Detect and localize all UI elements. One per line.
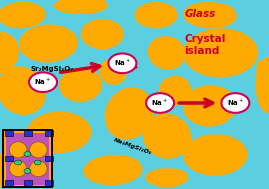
Text: Na$^+$: Na$^+$ [227,98,244,108]
Ellipse shape [152,38,185,66]
Ellipse shape [86,20,123,46]
FancyBboxPatch shape [45,130,53,136]
Ellipse shape [91,156,140,183]
FancyBboxPatch shape [45,180,53,186]
Ellipse shape [35,113,90,149]
Circle shape [24,169,31,174]
Ellipse shape [19,25,78,62]
Ellipse shape [191,136,246,172]
FancyBboxPatch shape [24,180,32,186]
Text: Na₂MgSi₂O₆: Na₂MgSi₂O₆ [113,137,153,156]
Ellipse shape [256,57,269,113]
Ellipse shape [27,112,91,153]
FancyBboxPatch shape [5,130,13,136]
Ellipse shape [143,113,191,159]
Ellipse shape [0,155,14,183]
Ellipse shape [59,68,102,102]
Circle shape [221,93,249,113]
Ellipse shape [0,34,18,69]
FancyBboxPatch shape [5,156,13,161]
FancyBboxPatch shape [5,180,13,186]
Circle shape [146,93,174,113]
Ellipse shape [111,89,152,134]
Ellipse shape [30,161,47,177]
Circle shape [15,160,22,165]
Ellipse shape [0,32,19,74]
Ellipse shape [193,30,256,73]
Ellipse shape [83,155,143,185]
Ellipse shape [100,59,126,85]
Ellipse shape [0,2,46,28]
Ellipse shape [134,2,178,28]
Ellipse shape [256,60,269,107]
Text: Glass: Glass [184,9,215,19]
Ellipse shape [102,60,126,82]
Text: Sr₂MgSi₂O₇: Sr₂MgSi₂O₇ [31,66,74,72]
Ellipse shape [183,2,237,28]
Text: Na$^+$: Na$^+$ [151,98,169,108]
Ellipse shape [183,28,258,77]
Ellipse shape [145,168,188,187]
Ellipse shape [148,36,186,70]
Ellipse shape [9,142,27,158]
Text: Crystal
island: Crystal island [184,34,226,56]
Text: Na$^+$: Na$^+$ [34,77,52,87]
FancyBboxPatch shape [24,130,32,136]
Ellipse shape [4,3,44,26]
Circle shape [29,72,57,92]
Ellipse shape [151,169,187,186]
Ellipse shape [81,19,124,49]
Ellipse shape [190,87,235,122]
Ellipse shape [0,66,46,115]
Ellipse shape [30,142,47,158]
FancyBboxPatch shape [3,130,52,187]
FancyBboxPatch shape [45,156,53,161]
Ellipse shape [148,116,191,153]
Circle shape [24,152,31,156]
Ellipse shape [0,153,13,187]
Ellipse shape [190,3,235,26]
Ellipse shape [9,161,27,177]
Ellipse shape [27,26,76,59]
Ellipse shape [159,76,191,106]
Ellipse shape [162,77,190,103]
Ellipse shape [105,87,154,140]
Ellipse shape [61,0,106,13]
Ellipse shape [54,0,108,14]
FancyBboxPatch shape [6,133,49,185]
Ellipse shape [183,134,247,176]
Circle shape [34,160,41,165]
Ellipse shape [140,3,176,26]
Ellipse shape [65,70,101,98]
Circle shape [108,53,136,73]
Ellipse shape [2,69,46,109]
Text: Na$^+$: Na$^+$ [114,58,131,68]
Ellipse shape [183,85,237,127]
